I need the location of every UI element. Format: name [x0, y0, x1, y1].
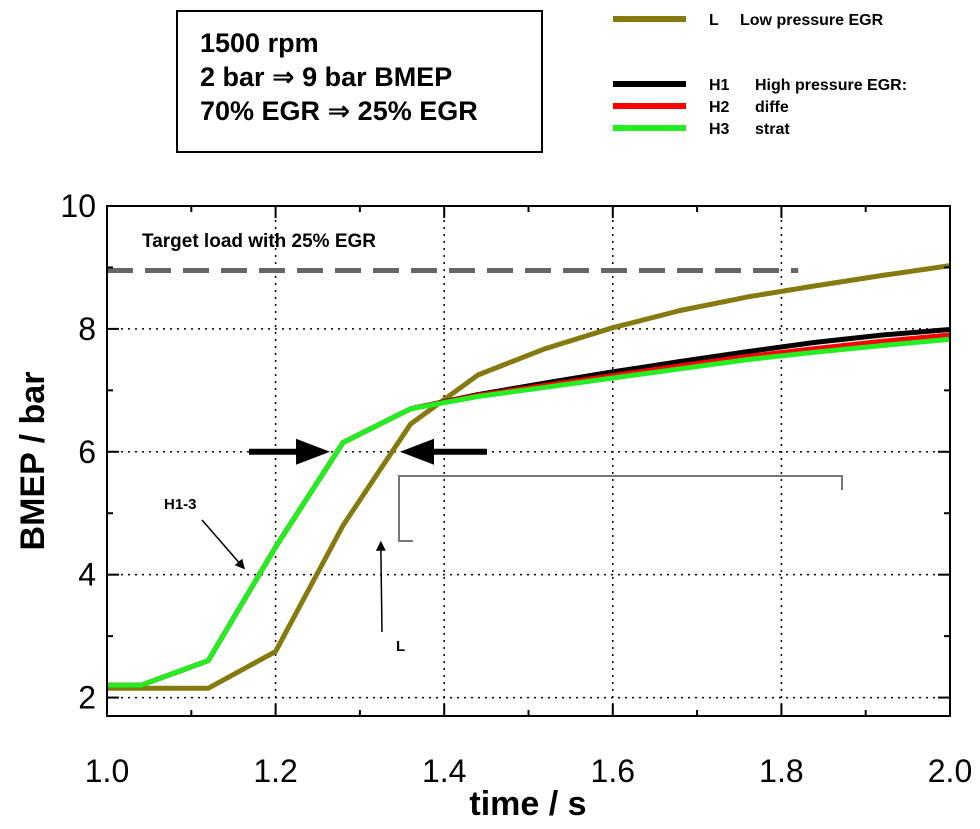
y-axis-title: BMEP / bar	[14, 372, 52, 551]
y-tick-label: 6	[78, 434, 96, 470]
info-line-3: 70% EGR ⇒ 25% EGR	[200, 96, 478, 126]
y-tick-label: 10	[60, 188, 96, 224]
legend-key-l: L	[709, 12, 719, 29]
x-tick-label: 1.0	[85, 753, 129, 789]
annotation-arrow-l	[375, 540, 386, 633]
target-line-group: Target load with 25% EGR	[107, 231, 799, 274]
x-tick-label: 2.0	[928, 753, 972, 789]
series-line-l	[107, 263, 951, 691]
x-tick-label: 1.2	[253, 753, 297, 789]
legend-key-h1: H1	[709, 77, 730, 94]
y-tick-label: 4	[78, 557, 96, 593]
info-box: 1500 rpm 2 bar ⇒ 9 bar BMEP 70% EGR ⇒ 25…	[176, 10, 543, 153]
info-line-2: 2 bar ⇒ 9 bar BMEP	[200, 62, 453, 92]
legend-key-h3: H3	[709, 121, 730, 138]
arrow-left-head	[400, 438, 434, 465]
y-tick-label: 2	[78, 680, 96, 716]
annotation-arrow-h1-3	[201, 519, 245, 570]
legend-name-h1: High pressure EGR:	[755, 77, 907, 94]
series-group	[107, 263, 951, 691]
ticks: 1.0 1.2 1.4 1.6 1.8 2.0 2 4 6 8 10	[60, 188, 972, 789]
series-line-h1	[107, 327, 951, 688]
annotation-label-l: L	[396, 638, 405, 655]
legend-key-h2: H2	[709, 99, 730, 116]
legend-name-h2: diffe	[755, 99, 789, 116]
target-load-label: Target load with 25% EGR	[142, 231, 376, 252]
x-tick-label: 1.4	[422, 753, 466, 789]
series-line-h3	[107, 336, 951, 688]
arrow-right-head	[296, 438, 330, 465]
bracket	[398, 475, 843, 542]
legend-name-h3: strat	[755, 121, 790, 138]
annotations: H1-3 L	[164, 438, 843, 655]
info-line-1: 1500 rpm	[200, 28, 319, 58]
legend: L Low pressure EGR H1 High pressure EGR: H2 d…	[613, 12, 907, 138]
x-axis-title: time / s	[469, 785, 586, 823]
x-tick-label: 1.8	[759, 753, 803, 789]
x-tick-label: 1.6	[591, 753, 635, 789]
legend-name-l: Low pressure EGR	[740, 12, 884, 29]
annotation-label-h1-3: H1-3	[164, 496, 197, 513]
y-tick-label: 8	[78, 311, 96, 347]
